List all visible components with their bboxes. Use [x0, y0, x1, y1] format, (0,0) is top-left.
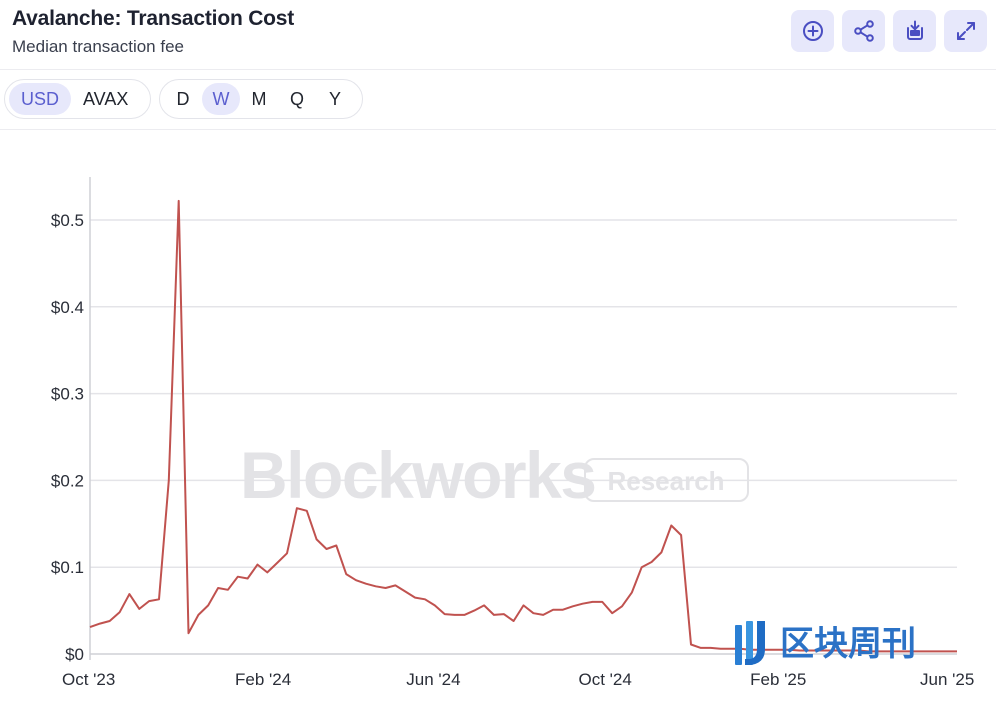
- expand-button[interactable]: [944, 10, 987, 52]
- chart-subtitle: Median transaction fee: [12, 37, 184, 56]
- period-year-button[interactable]: Y: [328, 88, 341, 109]
- chart-actions: [791, 10, 987, 52]
- period-toggle: D W M Q Y: [159, 79, 363, 119]
- stamp-text: 区块周刊: [780, 624, 916, 664]
- period-quarter-button[interactable]: Q: [289, 88, 304, 109]
- x-tick-label: Oct '23: [62, 670, 115, 689]
- currency-toggle: USD AVAX: [4, 79, 151, 119]
- period-day-button[interactable]: D: [176, 88, 190, 109]
- plus-circle-icon: [802, 21, 823, 41]
- x-tick-label: Jun '25: [920, 670, 974, 689]
- share-button[interactable]: [842, 10, 885, 52]
- watermark-brand: Blockworks: [240, 438, 595, 512]
- series-line: [89, 199, 957, 653]
- watermark: Blockworks Research: [240, 438, 749, 512]
- y-tick-label: $0.4: [51, 298, 84, 317]
- download-icon: [906, 20, 923, 40]
- x-tick-label: Feb '24: [235, 670, 291, 689]
- period-week-button[interactable]: W: [202, 83, 240, 115]
- y-tick-label: $0.1: [51, 558, 84, 577]
- y-tick-label: $0.5: [51, 211, 84, 230]
- chart-header: Avalanche: Transaction Cost Median trans…: [0, 0, 996, 70]
- chart-title: Avalanche: Transaction Cost: [12, 7, 295, 30]
- x-tick-label: Jun '24: [406, 670, 460, 689]
- chart-toolbar: USD AVAX D W M Q Y: [0, 70, 996, 130]
- y-tick-label: $0.2: [51, 471, 84, 490]
- stamp-logo-curve: [745, 621, 765, 665]
- currency-avax-button[interactable]: AVAX: [83, 88, 129, 109]
- y-tick-label: $0.3: [51, 385, 84, 404]
- stamp-watermark: 区块周刊: [735, 621, 916, 665]
- period-month-button[interactable]: M: [251, 88, 267, 109]
- share-icon: [853, 20, 874, 42]
- expand-icon: [956, 22, 975, 40]
- watermark-tag-box: [584, 458, 749, 502]
- x-tick-label: Feb '25: [750, 670, 806, 689]
- stamp-logo-bar-1: [735, 625, 742, 665]
- chart-area: Blockworks Research $0 $0.1 $0.2 $0.3 $0.4 $0…: [0, 130, 996, 708]
- currency-usd-button[interactable]: USD: [9, 83, 72, 115]
- download-button[interactable]: [893, 10, 936, 52]
- stamp-logo-bar-2: [746, 621, 753, 665]
- add-button[interactable]: [791, 10, 834, 52]
- line-chart: Blockworks Research $0 $0.1 $0.2 $0.3 $0.4 $0…: [51, 177, 974, 689]
- watermark-tag: Research: [607, 466, 724, 496]
- y-tick-label: $0: [65, 645, 84, 664]
- x-tick-label: Oct '24: [578, 670, 631, 689]
